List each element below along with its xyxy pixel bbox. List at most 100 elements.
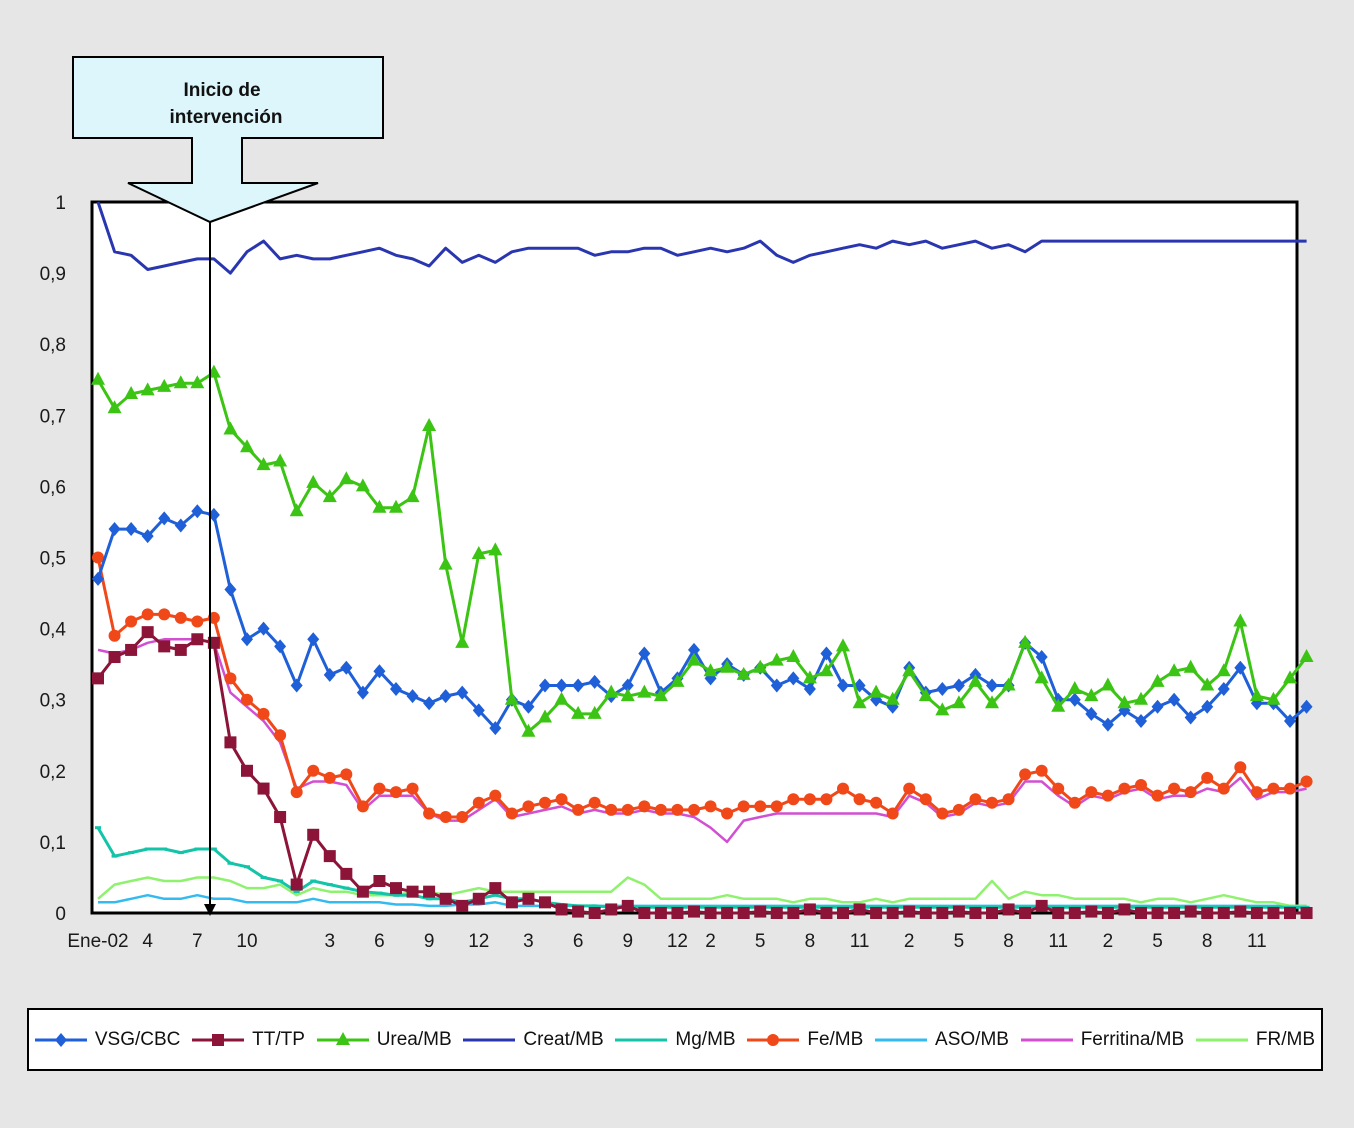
legend-swatch (747, 1033, 800, 1046)
data-point (1201, 771, 1214, 784)
data-point (853, 903, 866, 916)
data-point (191, 504, 204, 519)
x-tick-label: 2 (904, 931, 915, 952)
data-point (886, 807, 899, 820)
data-point (111, 854, 118, 858)
data-point (754, 800, 767, 813)
data-point (158, 608, 171, 621)
data-point (307, 828, 320, 841)
data-point (538, 709, 552, 723)
data-point (605, 903, 618, 916)
data-point (539, 896, 551, 909)
x-tick-label: 12 (667, 931, 688, 952)
data-point (472, 892, 485, 905)
x-tick-label: 8 (1202, 931, 1213, 952)
data-point (870, 796, 883, 809)
x-tick-label: 10 (236, 931, 257, 952)
data-point (390, 882, 402, 895)
data-point (141, 608, 154, 621)
data-point (521, 723, 536, 737)
data-point (604, 684, 619, 698)
data-point (224, 736, 237, 749)
y-tick-label: 1 (55, 193, 66, 214)
data-point (869, 684, 884, 698)
data-point (1233, 613, 1248, 627)
data-point (1283, 670, 1297, 684)
data-point (191, 615, 204, 628)
x-tick-label: 11 (1048, 931, 1068, 952)
data-point (92, 672, 104, 685)
data-point (141, 529, 154, 544)
series-fe-mb (92, 551, 1313, 824)
data-point (572, 803, 585, 816)
data-point (257, 782, 270, 795)
y-tick-label: 0,8 (40, 335, 66, 356)
x-tick-label: 5 (954, 931, 965, 952)
data-point (1234, 905, 1247, 918)
data-point (124, 385, 139, 399)
data-point (335, 1031, 350, 1045)
legend-item: Urea/MB (316, 1029, 452, 1051)
data-point (1151, 699, 1164, 714)
data-point (1117, 695, 1132, 709)
data-point (260, 875, 267, 879)
data-point (1035, 899, 1048, 912)
data-point (621, 803, 634, 816)
legend-label: Fe/MB (807, 1028, 864, 1050)
data-point (1035, 650, 1048, 665)
data-point (356, 885, 369, 898)
data-point (307, 764, 320, 777)
data-point (936, 807, 949, 820)
data-point (1250, 786, 1263, 799)
data-point (439, 892, 452, 905)
data-point (885, 691, 900, 705)
data-point (322, 489, 337, 503)
data-point (786, 649, 801, 663)
data-point (274, 639, 287, 654)
data-point (157, 378, 172, 392)
data-point (1051, 698, 1066, 712)
data-point (820, 646, 833, 661)
x-tick-label: 2 (705, 931, 716, 952)
data-point (356, 800, 369, 813)
data-point (1135, 779, 1147, 792)
data-point (406, 885, 419, 898)
x-axis: Ene-02 4 7 10 3 6 9 12 3 6 9 12 2 5 8 11 2 5 8 11 2 5 8 11 (67, 931, 1266, 952)
data-point (1234, 660, 1247, 675)
data-point (1249, 688, 1264, 702)
data-point (191, 633, 204, 646)
data-point (621, 678, 634, 693)
data-point (770, 678, 783, 693)
data-point (968, 673, 983, 687)
y-tick-label: 0,4 (40, 620, 67, 641)
data-point (753, 659, 768, 673)
data-point (936, 682, 949, 697)
data-point (951, 695, 966, 709)
legend-item: Mg/MB (615, 1029, 736, 1051)
data-point (1300, 775, 1313, 788)
data-point (1300, 699, 1313, 714)
data-point (986, 907, 998, 919)
legend-label: Ferritina/MB (1080, 1028, 1185, 1050)
data-point (1201, 907, 1214, 919)
y-tick-label: 0,7 (40, 406, 66, 427)
series-line (97, 876, 1307, 908)
data-point (539, 678, 551, 693)
data-point (1284, 714, 1296, 729)
data-point (588, 674, 601, 689)
data-point (688, 642, 700, 657)
data-point (1284, 782, 1296, 795)
data-point (423, 807, 436, 820)
y-tick-label: 0,3 (40, 691, 66, 712)
data-point (522, 892, 535, 905)
data-point (224, 582, 237, 597)
data-point (555, 678, 568, 693)
data-point (125, 615, 138, 628)
data-point (128, 851, 135, 855)
data-point (1184, 905, 1197, 918)
data-point (704, 907, 717, 919)
data-point (952, 678, 965, 693)
data-point (1118, 903, 1131, 916)
data-point (92, 551, 104, 564)
legend-swatch (1020, 1038, 1073, 1041)
